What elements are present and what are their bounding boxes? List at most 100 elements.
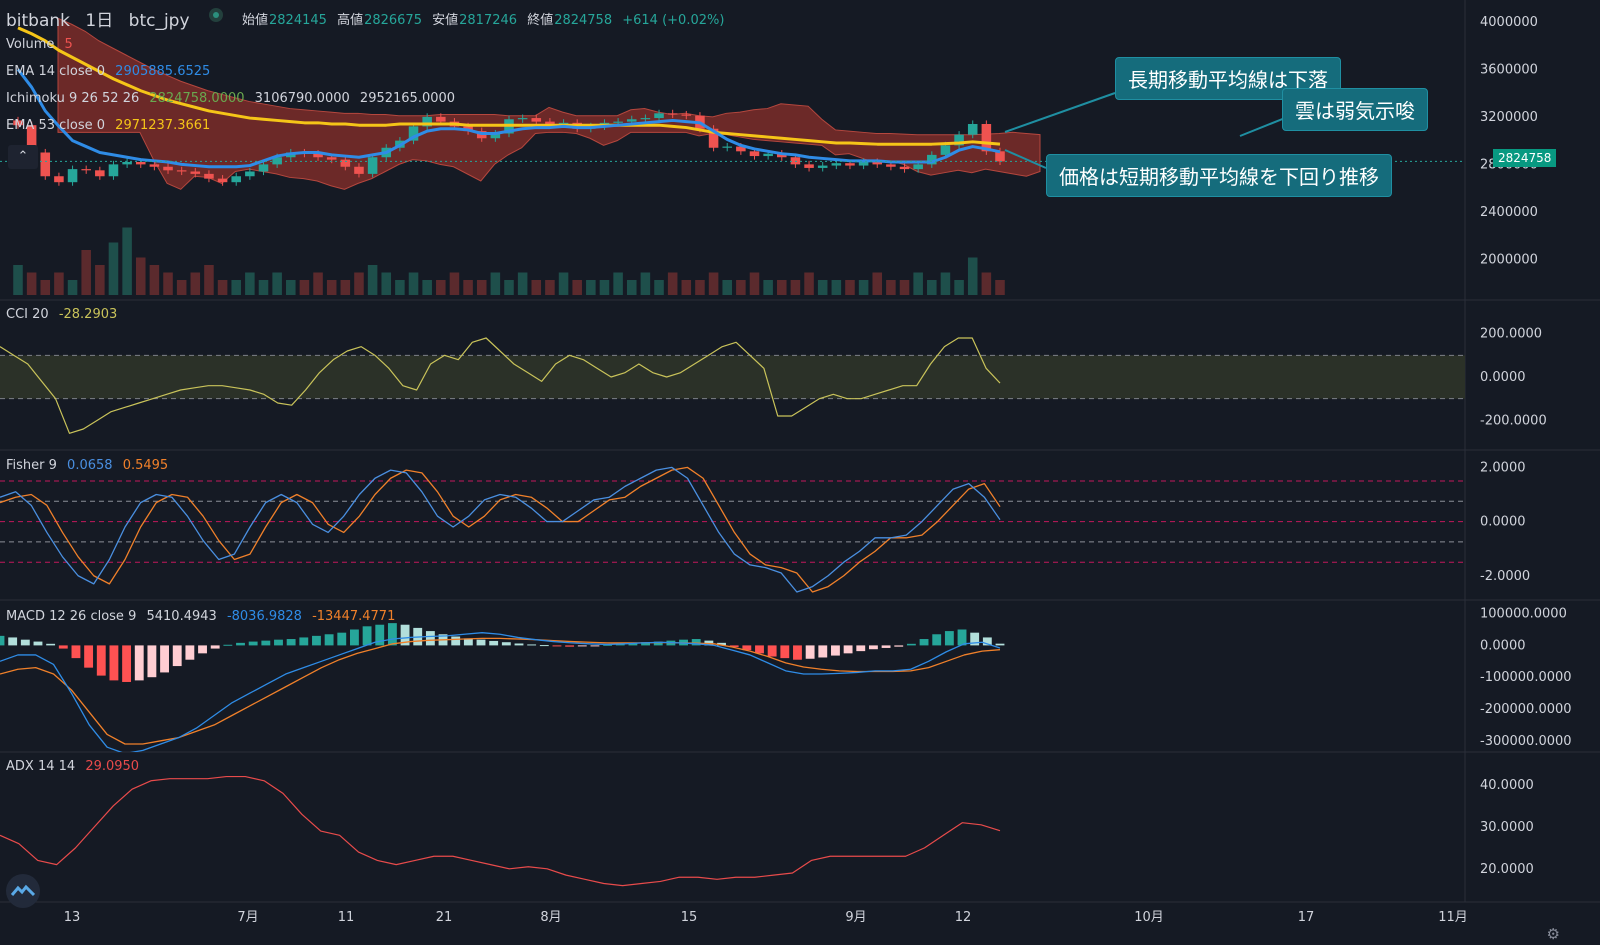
macd-histogram-bar bbox=[58, 645, 68, 649]
fisher-legend[interactable]: Fisher 9 0.0658 0.5495 bbox=[6, 458, 174, 473]
volume-bar bbox=[67, 280, 78, 295]
macd-histogram-bar bbox=[527, 644, 537, 646]
volume-bar bbox=[299, 280, 310, 295]
macd-histogram-bar bbox=[324, 634, 334, 646]
time-axis-label: 10月 bbox=[1134, 910, 1164, 925]
macd-histogram-bar bbox=[109, 645, 119, 681]
macd-histogram-bar bbox=[387, 623, 397, 646]
callout-price-below[interactable]: 価格は短期移動平均線を下回り推移 bbox=[1046, 154, 1392, 197]
tradingview-logo[interactable] bbox=[6, 874, 40, 908]
callout-cloud[interactable]: 雲は弱気示唆 bbox=[1282, 88, 1428, 131]
candle-body bbox=[517, 118, 528, 120]
cci-legend-name: CCI 20 bbox=[6, 307, 49, 322]
macd-histogram-bar bbox=[628, 642, 638, 646]
cci-legend[interactable]: CCI 20 -28.2903 bbox=[6, 307, 123, 322]
macd-histogram-bar bbox=[856, 645, 866, 652]
symbol-name[interactable]: btc_jpy bbox=[128, 11, 190, 31]
volume-bar bbox=[531, 280, 542, 295]
volume-bar bbox=[54, 272, 64, 295]
volume-bar bbox=[613, 272, 623, 295]
ema14-legend[interactable]: EMA 14 close 0 2905885.6525 bbox=[6, 64, 216, 79]
candle-body bbox=[722, 146, 732, 148]
price-y-tick-label: 2000000 bbox=[1480, 252, 1538, 267]
change-value: +614 (+0.02%) bbox=[622, 13, 725, 28]
volume-bar bbox=[872, 272, 883, 295]
volume-bar bbox=[558, 272, 569, 295]
volume-bar bbox=[381, 272, 392, 295]
volume-legend[interactable]: Volume 5 bbox=[6, 37, 79, 52]
candle-body bbox=[927, 154, 937, 165]
candle-body bbox=[640, 118, 651, 120]
volume-bar bbox=[81, 250, 91, 295]
macd-histogram-bar bbox=[71, 645, 81, 659]
interval-label[interactable]: 1日 bbox=[85, 11, 114, 31]
macd-histogram-bar bbox=[400, 624, 410, 646]
macd-histogram-bar bbox=[20, 639, 30, 646]
macd-histogram-bar bbox=[489, 640, 499, 646]
volume-bar bbox=[490, 272, 501, 295]
macd-histogram-bar bbox=[552, 645, 562, 647]
settings-gear-icon[interactable]: ⚙ bbox=[1546, 925, 1560, 943]
macd-histogram-bar bbox=[172, 645, 182, 667]
macd-histogram-bar bbox=[919, 639, 929, 646]
volume-bar bbox=[449, 272, 460, 295]
volume-bar bbox=[258, 280, 269, 295]
time-axis-label: 7月 bbox=[237, 910, 258, 925]
macd-histogram-bar bbox=[881, 645, 891, 648]
macd-histogram-bar bbox=[198, 645, 207, 654]
ohlc-readout: 始値2824145 高値2826675 安値2817246 終値2824758 … bbox=[242, 9, 730, 28]
ema14-legend-name: EMA 14 close 0 bbox=[6, 64, 106, 79]
adx-legend[interactable]: ADX 14 14 29.0950 bbox=[6, 759, 145, 774]
candle-body bbox=[940, 145, 951, 155]
macd-histogram-bar bbox=[514, 643, 524, 646]
volume-bar bbox=[26, 272, 37, 295]
macd-histogram-bar bbox=[0, 635, 5, 646]
price-y-tick-label: 4000000 bbox=[1480, 15, 1538, 30]
macd-legend-v3: -13447.4771 bbox=[312, 609, 396, 624]
volume-bar bbox=[204, 265, 214, 295]
volume-bar bbox=[777, 280, 787, 295]
volume-bar bbox=[940, 272, 951, 295]
candle-body bbox=[26, 125, 37, 153]
candle-body bbox=[108, 164, 119, 177]
macd-histogram-bar bbox=[501, 642, 511, 646]
macd-y-tick-label: 100000.0000 bbox=[1480, 607, 1567, 622]
macd-histogram-bar bbox=[577, 645, 587, 647]
callout-pointer-price-below bbox=[1004, 149, 1047, 169]
time-axis-label: 21 bbox=[436, 910, 453, 925]
volume-bar bbox=[108, 242, 119, 295]
volume-bar bbox=[790, 280, 801, 295]
ichimoku-cloud bbox=[57, 17, 1041, 190]
macd-line bbox=[0, 632, 1001, 752]
macd-histogram-bar bbox=[160, 645, 169, 673]
adx-line bbox=[0, 775, 1001, 887]
candle-body bbox=[231, 176, 241, 183]
time-axis-label: 11月 bbox=[1438, 910, 1468, 925]
fisher-y-tick-label: 2.0000 bbox=[1480, 460, 1526, 475]
candle-body bbox=[95, 170, 105, 177]
time-axis-label: 13 bbox=[64, 910, 81, 925]
volume-bar bbox=[135, 257, 146, 295]
volume-bar bbox=[927, 280, 937, 295]
candle-body bbox=[831, 163, 842, 166]
fisher-legend-name: Fisher 9 bbox=[6, 458, 57, 473]
ema53-legend[interactable]: EMA 53 close 0 2971237.3661 bbox=[6, 118, 216, 133]
candle-body bbox=[490, 133, 501, 139]
volume-bar bbox=[463, 280, 473, 295]
collapse-legend-button[interactable]: ⌃ bbox=[8, 145, 38, 169]
macd-histogram-bar bbox=[590, 645, 600, 647]
macd-histogram-bar bbox=[944, 631, 954, 646]
macd-legend[interactable]: MACD 12 26 close 9 5410.4943 -8036.9828 … bbox=[6, 609, 401, 624]
ichimoku-legend[interactable]: Ichimoku 9 26 52 26 2824758.0000 3106790… bbox=[6, 91, 461, 106]
volume-bar bbox=[708, 272, 719, 295]
candle-body bbox=[354, 166, 364, 174]
fisher-main-line bbox=[0, 466, 1001, 593]
volume-bar bbox=[286, 280, 296, 295]
volume-bar bbox=[640, 272, 651, 295]
candle-body bbox=[804, 164, 814, 168]
candle-body bbox=[790, 157, 801, 165]
volume-bar bbox=[736, 280, 746, 295]
last-price-tag: 2824758 bbox=[1493, 149, 1557, 167]
macd-histogram-bar bbox=[299, 637, 309, 646]
